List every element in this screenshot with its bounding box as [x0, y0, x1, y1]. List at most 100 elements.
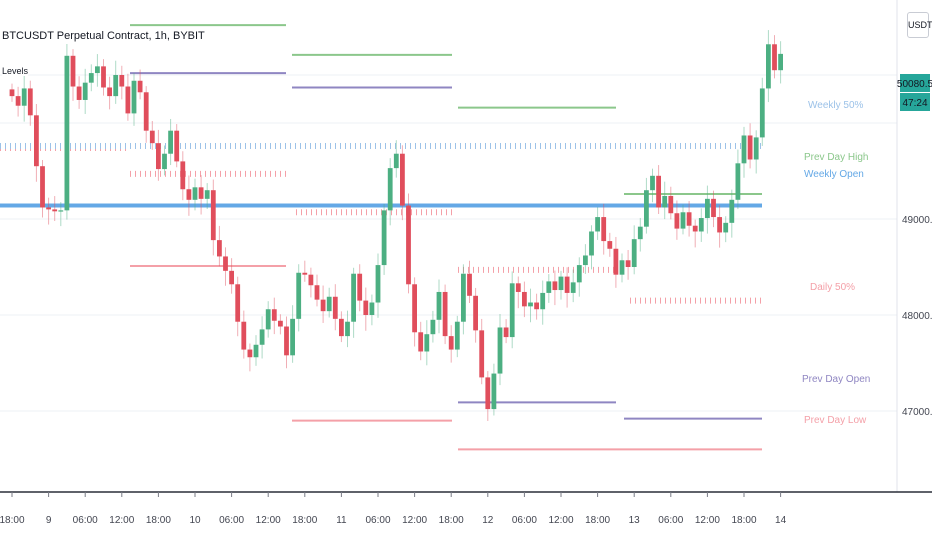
candle — [101, 59, 106, 96]
candle-body — [589, 231, 594, 256]
price-tick-label: 49000.0 — [902, 215, 932, 226]
candle — [271, 297, 277, 335]
candle — [265, 301, 271, 338]
candle-body — [680, 212, 686, 229]
candle — [583, 244, 588, 274]
time-tick-label: 9 — [46, 515, 52, 526]
candle — [461, 264, 466, 335]
candle-body — [448, 336, 454, 350]
candle-body — [424, 334, 430, 352]
candle-body — [375, 265, 381, 303]
candle-body — [76, 86, 82, 100]
candle — [332, 284, 338, 331]
time-tick-label: 14 — [775, 515, 787, 526]
candle — [52, 196, 58, 222]
price-axis[interactable]: 49000.0 48000.0 47000.0 — [902, 215, 932, 418]
candle-body — [674, 213, 680, 229]
candle — [515, 276, 521, 309]
candle-body — [131, 80, 137, 114]
candle-body — [686, 212, 692, 226]
time-tick-label: 18:00 — [439, 515, 464, 526]
candle — [76, 76, 82, 109]
candle — [326, 287, 332, 318]
candle-body — [265, 309, 271, 330]
candle-body — [583, 255, 588, 266]
candle-body — [705, 198, 710, 219]
candle — [357, 264, 363, 312]
candle-body — [753, 137, 759, 160]
candle-body — [387, 168, 393, 211]
candle-body — [625, 260, 631, 267]
price-badges: 50080.5 47:24 — [897, 74, 932, 111]
candle — [607, 232, 613, 257]
candle-body — [393, 153, 399, 169]
candle-body — [192, 187, 198, 200]
candle — [58, 202, 64, 227]
candle — [278, 314, 283, 335]
time-axis[interactable]: 18:00 9 06:00 12:00 18:00 10 06:00 12:00 18:00 11… — [0, 492, 787, 526]
candle-body — [406, 205, 411, 285]
candle-body — [668, 195, 674, 214]
candle — [314, 274, 320, 307]
candle-body — [326, 296, 332, 312]
price-badge: 47:24 — [900, 93, 930, 111]
candle-body — [271, 309, 277, 321]
candle — [479, 318, 485, 385]
price-badge-bg — [900, 74, 930, 92]
candle-body — [149, 130, 155, 144]
candle-body — [113, 75, 119, 97]
candle-body — [162, 153, 167, 170]
candle — [705, 185, 710, 234]
candle — [393, 140, 399, 178]
indicator-label[interactable]: Levels — [2, 66, 29, 76]
time-tick-label: 12:00 — [695, 515, 720, 526]
candle-body — [247, 349, 253, 358]
candle-body — [15, 96, 21, 106]
candle — [119, 65, 125, 100]
candle — [747, 123, 753, 169]
candle-body — [101, 66, 106, 88]
candle-body — [137, 80, 143, 93]
candle-body — [698, 218, 704, 232]
candle — [363, 287, 369, 331]
candle-body — [284, 326, 289, 356]
candle-body — [70, 55, 76, 87]
candle-body — [290, 318, 295, 356]
candle-body — [656, 175, 661, 208]
candle — [345, 310, 350, 348]
candle-body — [461, 273, 466, 322]
candle — [223, 247, 228, 286]
candle — [351, 267, 356, 338]
candle — [259, 316, 265, 359]
candle-body — [729, 199, 735, 223]
candle — [162, 145, 167, 176]
candle — [717, 205, 722, 248]
price-tick-label: 48000.0 — [902, 311, 932, 322]
candle-body — [235, 284, 241, 322]
candle — [570, 269, 576, 303]
candle-body — [180, 161, 186, 190]
candle-body — [650, 175, 655, 191]
candle — [284, 316, 289, 369]
time-tick-label: 06:00 — [512, 515, 537, 526]
time-tick-label: 11 — [336, 515, 347, 526]
candle — [558, 270, 564, 300]
currency-button[interactable]: USDT — [907, 12, 932, 38]
candle-body — [522, 291, 527, 307]
candle-body — [644, 190, 649, 227]
candle — [180, 151, 186, 201]
time-tick-label: 18:00 — [731, 515, 756, 526]
candle — [229, 258, 234, 294]
level-label: Prev Day Open — [802, 374, 870, 385]
candle — [528, 288, 533, 323]
candle — [772, 35, 777, 79]
candle-body — [198, 187, 204, 199]
candle — [540, 280, 546, 325]
candle-body — [491, 373, 497, 410]
candle — [34, 103, 39, 182]
price-tick-label: 47000.0 — [902, 407, 932, 418]
candle-body — [564, 276, 570, 293]
candle — [631, 225, 637, 275]
candle-body — [156, 143, 161, 170]
